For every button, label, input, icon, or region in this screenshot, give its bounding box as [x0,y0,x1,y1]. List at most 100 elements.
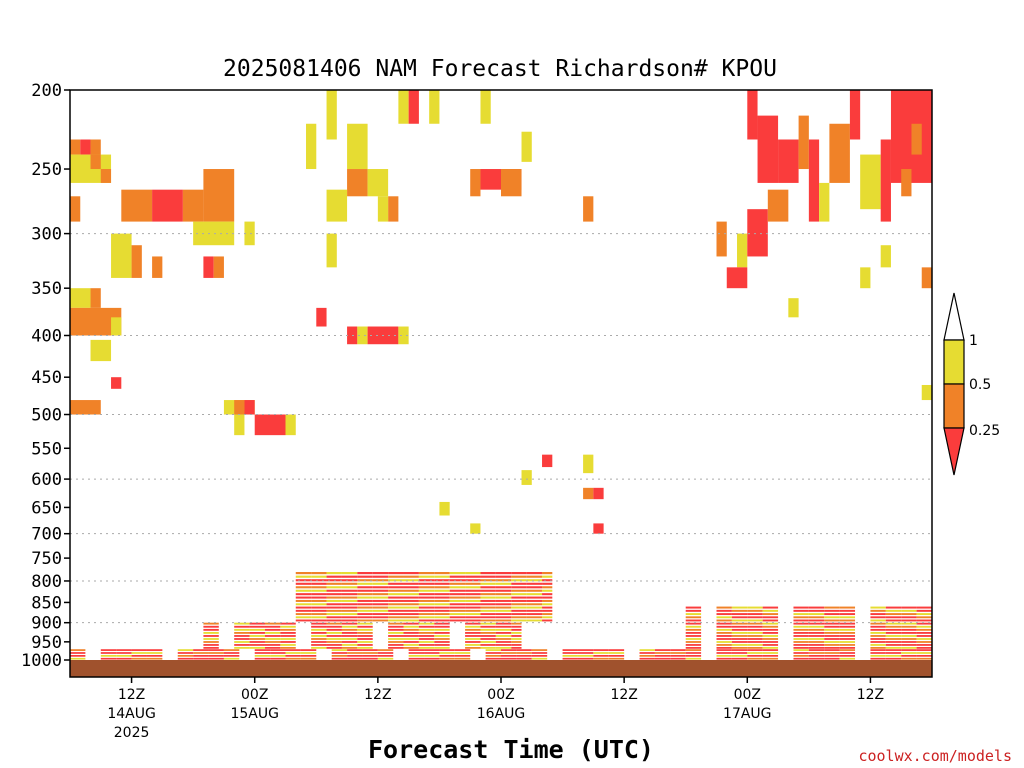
boundary-layer-cell [901,619,917,622]
heatmap-cell [911,123,922,155]
boundary-layer-cell [280,647,296,649]
boundary-layer-cell [341,632,358,634]
boundary-layer-cell [480,593,496,596]
boundary-layer-cell [357,606,373,609]
boundary-layer-cell [341,599,358,602]
boundary-layer-cell [839,619,856,622]
boundary-layer-cell [311,616,327,619]
boundary-layer-cell [562,652,578,654]
boundary-layer-cell [542,586,553,589]
boundary-layer-cell [731,635,748,637]
x-axis-ticks: 12Z 14AUG 2025 00Z 15AUG 12Z 00Z 16AUG 12Z 00Z 17A… [107,677,884,741]
boundary-layer-cell [577,649,594,651]
boundary-layer-cell [341,619,358,622]
boundary-layer-cell [341,647,358,649]
heatmap-cell [583,196,594,222]
boundary-layer-cell [885,622,902,625]
boundary-layer-cell [100,652,117,654]
boundary-layer-cell [762,619,779,622]
credit-link[interactable]: coolwx.com/models [858,747,1012,765]
boundary-layer-cell [403,599,419,602]
boundary-layer-cell [465,599,481,602]
heatmap-cell [470,169,481,197]
boundary-layer-cell [485,649,501,651]
boundary-layer-cell [716,655,732,657]
boundary-layer-cell [208,649,224,651]
boundary-layer-cell [377,657,394,660]
boundary-layer-cell [449,606,466,609]
legend-level-label: 1 [969,333,978,349]
boundary-layer-cell [762,641,779,643]
boundary-layer-cell [264,644,281,646]
boundary-layer-cell [916,657,932,660]
boundary-layer-cell [839,649,856,651]
boundary-layer-cell [357,632,373,634]
boundary-layer-cell [357,638,373,640]
boundary-layer-cell [839,657,856,660]
boundary-layer-cell [870,638,886,640]
boundary-layer-cell [747,632,763,634]
x-tick-label: 2025 [114,725,150,741]
boundary-layer-cell [526,572,543,575]
boundary-layer-cell [254,652,271,654]
boundary-layer-cell [418,579,435,582]
boundary-layer-cell [418,575,435,578]
boundary-layer-cell [885,609,902,612]
boundary-layer-cell [480,638,496,640]
boundary-layer-cell [526,582,543,585]
boundary-layer-cell [403,635,419,637]
boundary-layer-cell [885,644,902,646]
boundary-layer-cell [654,652,671,654]
boundary-layer-cell [331,649,348,651]
boundary-layer-cell [434,641,450,643]
boundary-layer-cell [285,657,301,660]
boundary-layer-cell [403,616,419,619]
heatmap-cell [747,209,768,257]
boundary-layer-cell [870,616,886,619]
boundary-layer-cell [516,649,532,651]
heatmap-cell [808,139,820,222]
boundary-layer-cell [685,644,702,646]
boundary-layer-cell [403,596,419,599]
boundary-layer-cell [685,632,702,634]
boundary-layer-cell [418,635,435,637]
boundary-layer-cell [824,652,840,654]
color-legend: 1 0.5 0.25 [943,292,1000,476]
boundary-layer-cell [408,652,425,654]
boundary-layer-cell [870,632,886,634]
boundary-layer-cell [480,647,496,649]
boundary-layer-cell [208,655,224,657]
boundary-layer-cell [326,572,342,575]
boundary-layer-cell [264,641,281,643]
boundary-layer-cell [280,632,296,634]
boundary-layer-cell [670,655,686,657]
boundary-layer-cell [347,652,363,654]
boundary-layer-cell [434,628,450,631]
boundary-layer-cell [480,632,496,634]
boundary-layer-cell [542,596,553,599]
boundary-layer-cell [326,596,342,599]
boundary-layer-cell [511,619,527,622]
boundary-layer-cell [808,616,825,619]
boundary-layer-cell [716,652,732,654]
boundary-layer-cell [511,579,527,582]
boundary-layer-cell [326,635,342,637]
boundary-layer-cell [449,616,466,619]
boundary-layer-cell [824,655,840,657]
boundary-layer-cell [357,586,373,589]
boundary-layer-cell [716,625,732,628]
boundary-layer-cell [177,655,194,657]
boundary-layer-cell [357,613,373,616]
boundary-layer-cell [372,613,389,616]
boundary-layer-cell [511,635,522,637]
heatmap-cell [203,256,214,278]
heatmap-cell [90,288,101,308]
heatmap-cell [716,221,727,257]
boundary-layer-cell [495,638,512,640]
boundary-layer-cell [731,655,748,657]
boundary-layer-cell [249,632,265,634]
boundary-layer-cell [716,613,732,616]
boundary-layer-cell [234,644,250,646]
boundary-layer-cell [839,655,856,657]
boundary-layer-cell [388,619,404,622]
